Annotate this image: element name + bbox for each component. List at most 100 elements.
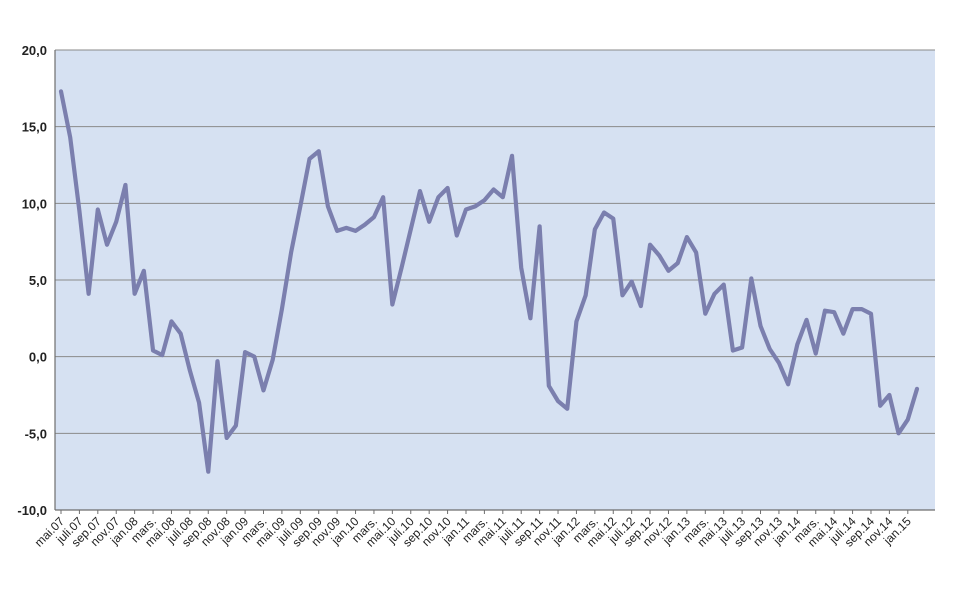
data-point (712, 292, 717, 296)
data-point (68, 135, 72, 139)
data-point (786, 382, 790, 386)
data-point (87, 292, 91, 296)
data-point (335, 229, 339, 233)
data-point (648, 243, 652, 247)
data-point (896, 431, 901, 435)
data-point (353, 229, 358, 233)
data-point (768, 347, 772, 351)
data-point (538, 224, 542, 228)
data-point (887, 393, 891, 397)
data-point (878, 404, 882, 408)
data-point (307, 157, 312, 161)
data-point (777, 361, 781, 365)
data-point (243, 350, 247, 354)
data-point (482, 198, 486, 202)
data-point (427, 220, 431, 224)
y-tick-label: 5,0 (29, 273, 47, 288)
data-point (381, 195, 385, 199)
gridlines (55, 49, 935, 434)
data-point (666, 269, 671, 273)
data-point (298, 204, 302, 208)
data-point (795, 342, 799, 346)
data-point (906, 417, 910, 422)
data-point (399, 266, 404, 270)
data-point (215, 359, 220, 363)
data-point (169, 319, 174, 323)
data-point (492, 187, 496, 192)
series-line (58, 89, 920, 474)
data-point (832, 310, 836, 314)
data-point (694, 250, 698, 254)
data-point (142, 269, 146, 273)
data-point (630, 279, 634, 284)
data-point (556, 399, 560, 403)
data-point (722, 283, 726, 287)
data-point (685, 235, 689, 239)
data-point (740, 345, 744, 350)
data-point (160, 353, 164, 357)
data-point (731, 348, 735, 353)
data-point (749, 276, 753, 281)
x-axis-tick-marks (60, 510, 909, 514)
data-point (676, 261, 680, 265)
data-point (464, 207, 468, 212)
data-point (547, 384, 551, 388)
data-point (114, 220, 118, 224)
data-point (703, 312, 707, 316)
data-point (584, 293, 588, 297)
data-point (758, 324, 763, 328)
data-point (59, 89, 63, 93)
data-point (593, 227, 597, 231)
data-point (565, 407, 569, 411)
y-tick-label: 15,0 (22, 120, 47, 135)
data-point (390, 302, 394, 307)
data-point (344, 226, 348, 230)
data-point (280, 307, 284, 311)
data-point (179, 332, 183, 336)
y-axis-tick-labels: 20,0 15,0 10,0 5,0 0,0 -5,0 -10,0 (17, 43, 47, 518)
data-point (620, 293, 625, 297)
data-point (519, 266, 523, 270)
data-point (860, 307, 864, 311)
y-tick-label: -5,0 (25, 426, 47, 441)
data-point (317, 149, 321, 153)
x-axis-tick-labels: mai.07juli.07sep.07nov.07jan.08mars.mai.… (32, 514, 914, 550)
data-point (841, 332, 845, 336)
data-point (436, 195, 440, 199)
data-point (611, 217, 615, 221)
data-point (804, 318, 809, 322)
data-point (455, 233, 459, 238)
data-point (206, 470, 210, 474)
data-point (445, 186, 450, 190)
data-point (234, 424, 238, 428)
series-layer (58, 89, 920, 474)
y-tick-label: -10,0 (17, 503, 47, 518)
data-point (510, 154, 514, 158)
data-point (261, 388, 266, 392)
data-point (77, 209, 82, 213)
data-point (501, 195, 505, 199)
data-point (252, 355, 256, 359)
data-point (528, 316, 533, 320)
data-point (657, 253, 661, 258)
y-tick-label: 10,0 (22, 196, 47, 211)
data-point (188, 368, 192, 373)
data-point (271, 358, 275, 362)
data-point (225, 436, 229, 440)
data-point (151, 348, 155, 353)
data-point (823, 309, 827, 313)
data-point (409, 227, 413, 231)
data-point (473, 204, 477, 208)
data-point (574, 319, 579, 323)
data-point (639, 304, 643, 308)
data-point (418, 189, 422, 193)
data-point (915, 387, 919, 391)
data-point (602, 210, 606, 215)
data-point (96, 207, 100, 212)
data-point (123, 183, 128, 187)
data-point (289, 250, 293, 254)
y-tick-label: 20,0 (22, 43, 47, 58)
data-point (869, 312, 873, 316)
data-point (105, 243, 109, 247)
